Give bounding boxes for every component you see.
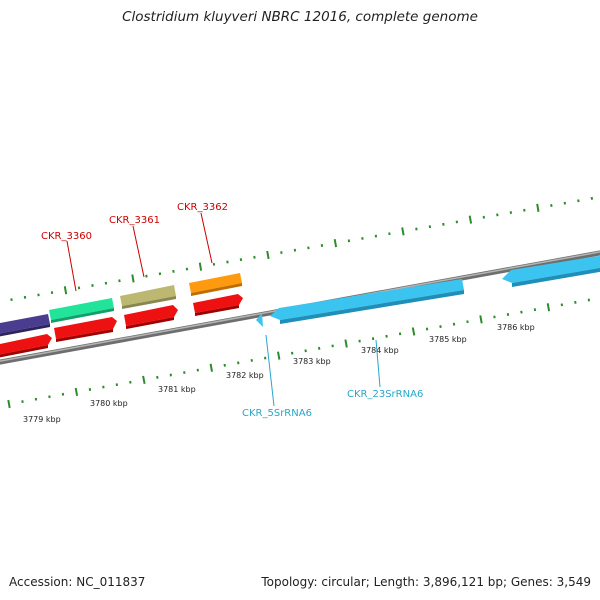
upper-minor-tick	[226, 260, 229, 264]
kbp-label-3780: 3780 kbp	[90, 399, 128, 408]
kbp-label-3783: 3783 kbp	[293, 357, 331, 366]
lower-minor-tick	[34, 397, 38, 401]
lower-minor-tick	[587, 298, 591, 302]
lower-minor-tick	[574, 300, 577, 304]
lower-major-tick	[344, 339, 348, 348]
lower-minor-tick	[237, 361, 240, 365]
forward-gene-ckr-3360	[49, 298, 114, 323]
upper-minor-tick	[563, 201, 567, 205]
upper-minor-tick	[212, 262, 216, 266]
upper-minor-tick	[550, 204, 553, 207]
lower-minor-tick	[304, 349, 307, 353]
red-arrow-4	[193, 294, 243, 316]
kbp-label-3782: 3782 kbp	[226, 371, 264, 380]
upper-major-tick	[333, 239, 338, 248]
upper-minor-tick	[185, 267, 189, 271]
lower-minor-tick	[398, 332, 402, 336]
gene-label-5s-rrna: CKR_5SrRNA6	[242, 408, 312, 419]
gene-label-ckr-3361: CKR_3361	[109, 215, 160, 226]
kbp-label-3784: 3784 kbp	[361, 346, 399, 355]
upper-minor-tick	[172, 269, 175, 273]
lower-major-tick	[546, 303, 551, 312]
lower-major-tick	[7, 399, 11, 409]
upper-major-tick	[468, 215, 473, 224]
lower-major-tick	[411, 327, 416, 336]
upper-tick-row	[10, 196, 594, 302]
lower-minor-tick	[48, 395, 51, 399]
red-arrow-1	[0, 334, 52, 358]
upper-minor-tick	[590, 196, 594, 200]
lower-minor-tick	[385, 334, 388, 338]
forward-gene-purple	[0, 314, 50, 337]
lower-minor-tick	[493, 315, 496, 319]
reverse-gene-right	[502, 255, 600, 287]
lower-minor-tick	[506, 313, 510, 316]
gene-label-ckr-3360: CKR_3360	[41, 231, 92, 242]
upper-minor-tick	[496, 213, 499, 217]
upper-minor-tick	[158, 272, 162, 276]
upper-major-tick	[63, 286, 68, 295]
red-arrow-2	[54, 317, 117, 342]
lower-minor-tick	[331, 344, 334, 348]
lower-minor-tick	[61, 392, 65, 396]
gene-label-ckr-3362: CKR_3362	[177, 202, 228, 213]
upper-major-tick	[198, 262, 203, 271]
kbp-label-3786: 3786 kbp	[497, 323, 535, 332]
lower-minor-tick	[560, 303, 564, 307]
upper-minor-tick	[509, 211, 513, 214]
lower-major-tick	[277, 351, 281, 360]
red-arrow-3	[124, 305, 178, 329]
map-title: Clostridium kluyveri NBRC 12016, complet…	[122, 9, 478, 25]
lower-major-tick	[74, 387, 79, 396]
upper-minor-tick	[118, 279, 121, 283]
upper-minor-tick	[455, 220, 459, 224]
lower-major-tick	[479, 315, 483, 324]
lower-minor-tick	[520, 310, 523, 314]
upper-minor-tick	[239, 258, 243, 262]
lower-minor-tick	[317, 346, 321, 350]
lower-major-tick	[209, 363, 213, 372]
gene-label-23s-rrna: CKR_23SrRNA6	[347, 389, 423, 400]
lower-minor-tick	[129, 380, 132, 384]
upper-minor-tick	[523, 208, 526, 212]
lower-minor-tick	[223, 363, 226, 367]
genome-summary-text: Topology: circular; Length: 3,896,121 bp…	[261, 575, 591, 589]
lower-major-tick	[142, 375, 146, 384]
upper-major-tick	[266, 250, 270, 260]
upper-major-tick	[401, 227, 405, 236]
upper-major-tick	[131, 274, 135, 283]
upper-major-tick	[536, 203, 540, 212]
upper-minor-tick	[253, 255, 256, 259]
upper-minor-tick	[104, 281, 108, 285]
kbp-label-3781: 3781 kbp	[158, 385, 196, 394]
upper-minor-tick	[577, 199, 580, 203]
upper-minor-tick	[145, 274, 148, 278]
kbp-label-3779: 3779 kbp	[23, 415, 61, 424]
accession-text: Accession: NC_011837	[9, 575, 146, 589]
kbp-label-3785: 3785 kbp	[429, 335, 467, 344]
lower-tick-row	[7, 298, 591, 409]
lower-minor-tick	[115, 383, 119, 387]
reverse-gene-23s-rrna	[270, 279, 464, 324]
reverse-gene-5s-rrna	[256, 313, 263, 327]
upper-minor-tick	[482, 215, 486, 219]
lower-minor-tick	[156, 375, 159, 379]
forward-gene-ckr-3362	[189, 273, 242, 296]
lower-minor-tick	[425, 327, 429, 331]
forward-gene-ckr-3361	[120, 285, 176, 309]
lower-minor-tick	[250, 359, 253, 362]
label-leaders	[66, 212, 381, 407]
